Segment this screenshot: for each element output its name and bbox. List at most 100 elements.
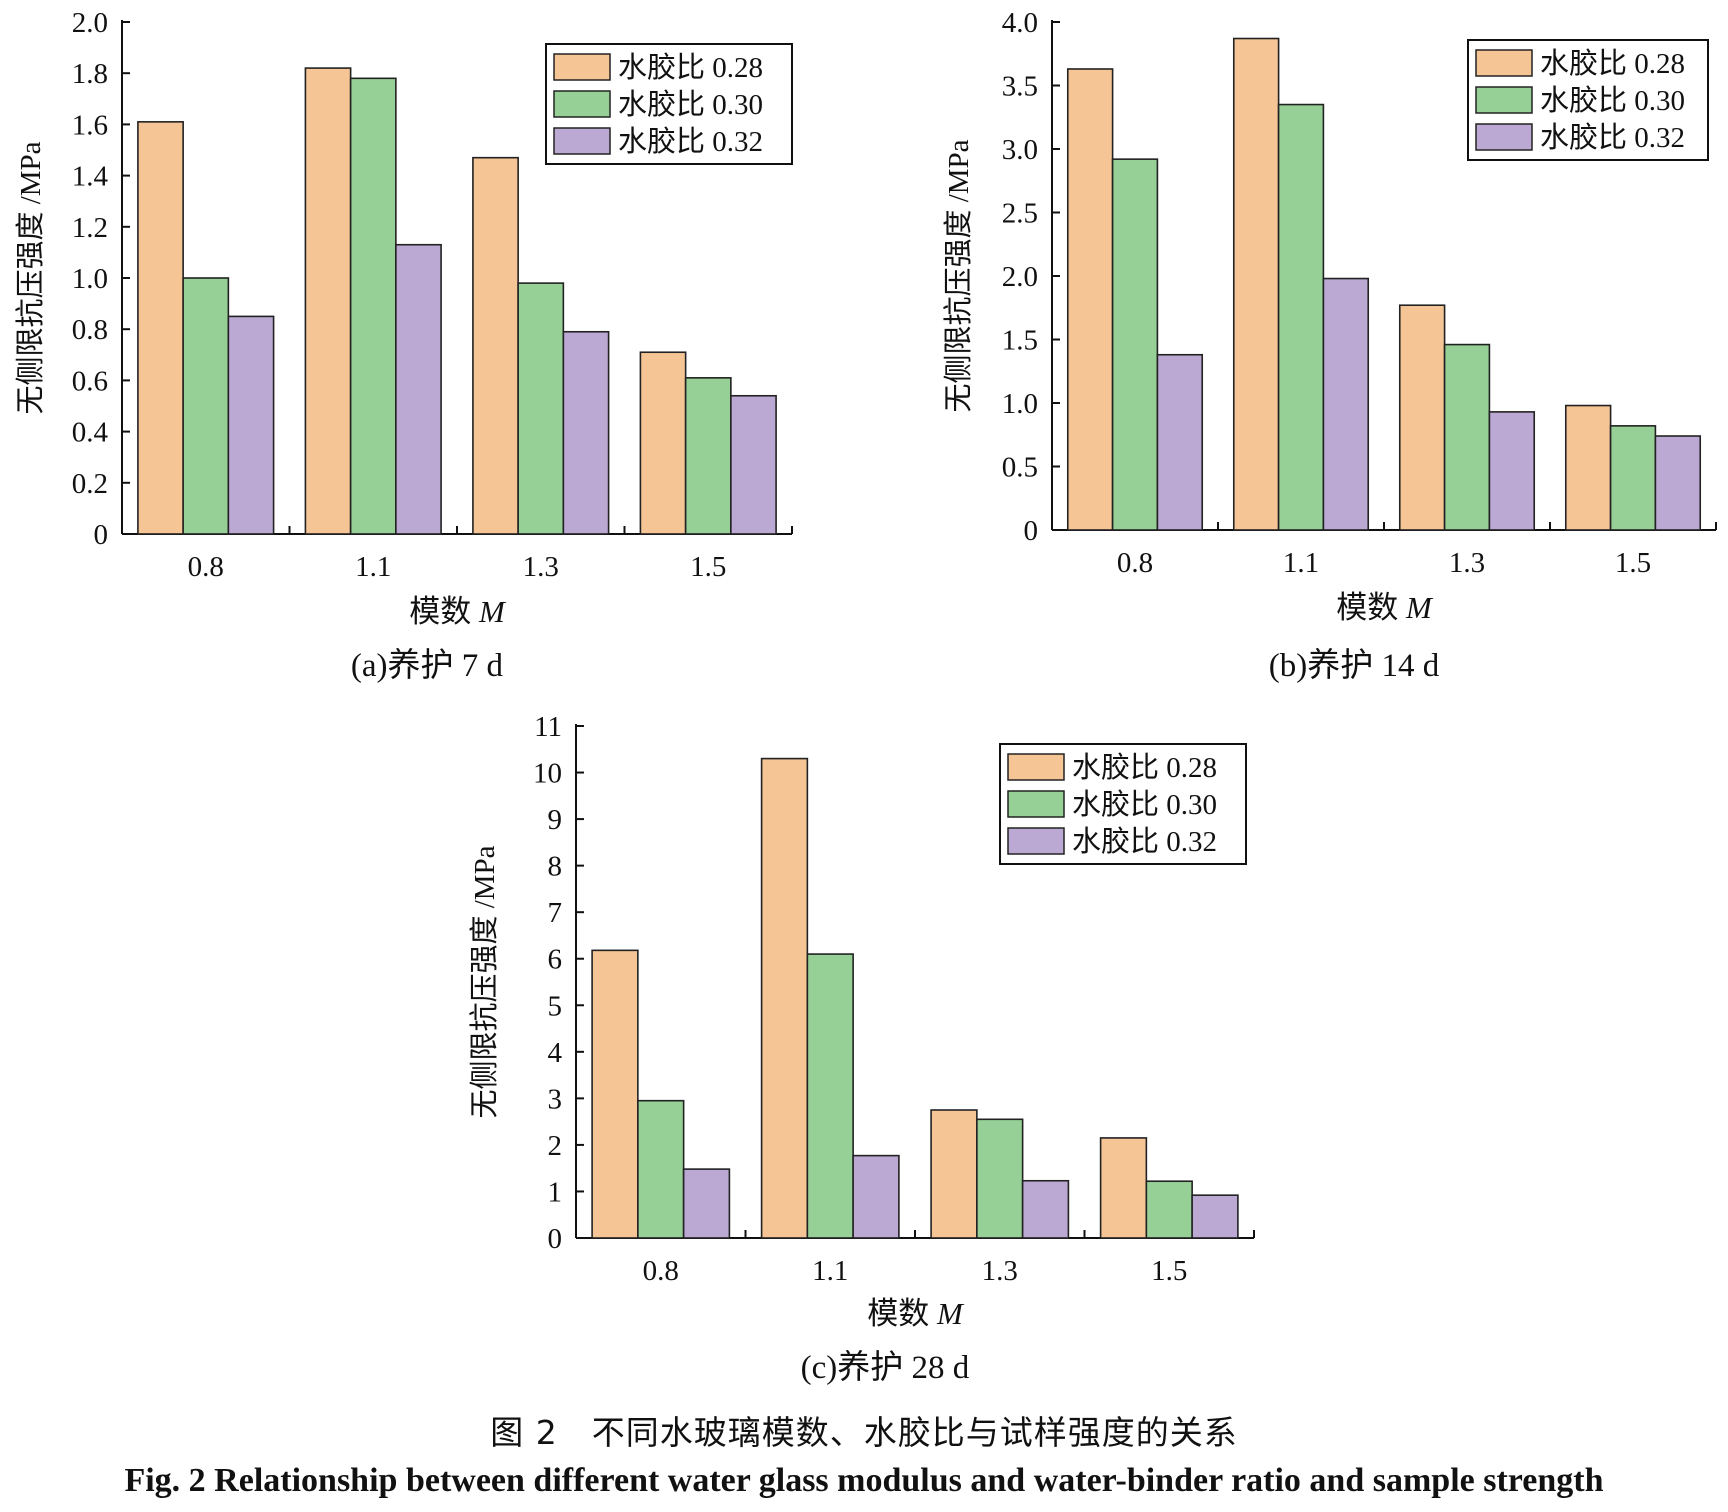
bar-1.3-2	[517, 282, 565, 535]
bar-1.5-1	[639, 351, 687, 535]
y-tick-label: 1.6	[72, 109, 108, 141]
x-tick-label: 1.5	[1151, 1255, 1187, 1287]
y-tick-label: 2.0	[72, 7, 108, 39]
chart-legend: 水胶比 0.28 水胶比 0.30 水胶比 0.32	[1467, 39, 1709, 161]
panel-subtitle: (c)养护 28 d	[801, 1349, 970, 1386]
x-tick-label: 1.3	[982, 1255, 1018, 1287]
y-tick-label: 5	[548, 990, 563, 1022]
y-tick-label: 2.0	[1002, 261, 1038, 293]
legend-swatch-2	[553, 90, 611, 118]
x-tick-label: 1.3	[523, 551, 559, 583]
y-tick-label: 9	[548, 804, 563, 836]
bar-1.1-2	[349, 77, 397, 535]
chart-panel-1: 0 0.2 0.4 0.6 0.8 1.0 1.2 1.4 1.6 1.8 2.0 0.8 1.1 1.3…	[14, 7, 793, 684]
y-tick-label: 8	[548, 851, 563, 883]
y-tick-label: 4	[548, 1037, 563, 1069]
legend-label-2: 水胶比 0.30	[1072, 788, 1217, 821]
bar-0.8-3	[1156, 353, 1204, 531]
legend-swatch-3	[1007, 827, 1065, 855]
y-tick-label: 1.5	[1002, 325, 1038, 357]
y-tick-label: 1.2	[72, 212, 108, 244]
bar-1.5-3	[730, 394, 777, 535]
bar-1.1-2	[1277, 103, 1325, 531]
panel-subtitle: (a)养护 7 d	[351, 647, 504, 684]
bar-1.3-1	[472, 156, 519, 535]
x-axis-title: 模数 M	[1336, 590, 1434, 625]
bar-1.3-1	[1398, 304, 1446, 531]
legend-label-3: 水胶比 0.32	[618, 125, 763, 158]
y-tick-label: 3.5	[1002, 71, 1038, 103]
chart-legend: 水胶比 0.28 水胶比 0.30 水胶比 0.32	[999, 743, 1247, 865]
bar-1.3-2	[976, 1118, 1024, 1239]
y-tick-label: 0	[94, 519, 109, 551]
x-tick-label: 1.3	[1449, 547, 1485, 579]
x-tick-label: 1.5	[1615, 547, 1651, 579]
x-axis-title: 模数 M	[867, 1296, 965, 1331]
bar-0.8-2	[182, 277, 230, 535]
bar-1.1-1	[304, 67, 352, 535]
chart-panel-3: 0 1 2 3 4 5 6 7 8 9 10 11 0.8 1.1 1.3 1.5 模数 M 无侧限抗压强度 /M…	[468, 711, 1255, 1386]
y-tick-label: 0.6	[72, 365, 108, 397]
y-tick-label: 10	[533, 758, 562, 790]
y-tick-label: 0	[548, 1223, 563, 1255]
bar-0.8-2	[637, 1099, 685, 1239]
y-tick-label: 0	[1024, 515, 1039, 547]
legend-label-2: 水胶比 0.30	[1540, 84, 1685, 117]
legend-label-1: 水胶比 0.28	[618, 51, 763, 84]
legend-label-1: 水胶比 0.28	[1072, 751, 1217, 784]
bar-0.8-3	[682, 1168, 731, 1239]
legend-swatch-1	[553, 53, 611, 81]
bar-0.8-1	[1066, 68, 1114, 531]
bar-1.5-3	[1654, 435, 1702, 531]
y-tick-label: 1.4	[72, 161, 109, 193]
bar-1.1-3	[852, 1154, 900, 1239]
y-axis-title: 无侧限抗压强度 /MPa	[468, 845, 501, 1118]
x-tick-label: 0.8	[1117, 547, 1153, 579]
y-tick-label: 0.8	[72, 314, 108, 346]
bar-0.8-1	[137, 121, 184, 535]
bar-1.3-1	[930, 1109, 978, 1239]
y-tick-label: 0.2	[72, 468, 108, 500]
legend-swatch-2	[1475, 86, 1533, 114]
bar-1.3-2	[1443, 343, 1491, 531]
bar-1.3-3	[562, 330, 610, 535]
legend-label-2: 水胶比 0.30	[618, 88, 763, 121]
legend-label-3: 水胶比 0.32	[1072, 825, 1217, 858]
y-tick-label: 3.0	[1002, 134, 1038, 166]
y-tick-label: 4.0	[1002, 7, 1038, 39]
legend-swatch-3	[1475, 123, 1533, 151]
bar-1.1-3	[395, 243, 442, 535]
bar-1.1-1	[1232, 37, 1280, 531]
bar-1.1-1	[760, 757, 809, 1239]
legend-swatch-2	[1007, 790, 1065, 818]
bar-1.5-3	[1191, 1194, 1239, 1239]
bar-0.8-3	[227, 315, 275, 535]
legend-swatch-1	[1007, 753, 1065, 781]
x-axis-title: 模数 M	[409, 594, 507, 629]
y-tick-label: 7	[548, 897, 563, 929]
bar-0.8-2	[1111, 158, 1159, 531]
legend-label-1: 水胶比 0.28	[1540, 47, 1685, 80]
y-tick-label: 11	[534, 711, 562, 743]
y-tick-label: 1	[548, 1176, 563, 1208]
y-tick-label: 1.0	[1002, 388, 1038, 420]
figure-caption-chinese: 图 2 不同水玻璃模数、水胶比与试样强度的关系	[490, 1413, 1238, 1452]
bar-1.5-2	[684, 377, 732, 535]
legend-swatch-1	[1475, 49, 1533, 77]
bar-1.5-2	[1145, 1180, 1193, 1239]
chart-legend: 水胶比 0.28 水胶比 0.30 水胶比 0.32	[545, 43, 793, 165]
x-tick-label: 0.8	[643, 1255, 679, 1287]
legend-swatch-3	[553, 127, 611, 155]
figure-caption-english: Fig. 2 Relationship between different wa…	[124, 1462, 1604, 1499]
legend-label-3: 水胶比 0.32	[1540, 121, 1685, 154]
bar-1.5-2	[1609, 425, 1657, 531]
y-tick-label: 0.4	[72, 417, 109, 449]
y-tick-label: 3	[548, 1083, 563, 1115]
bar-0.8-1	[591, 949, 639, 1239]
x-tick-label: 1.1	[1283, 547, 1319, 579]
bar-1.5-1	[1564, 404, 1612, 531]
chart-panel-2: 0 0.5 1.0 1.5 2.0 2.5 3.0 3.5 4.0 0.8 1.1 1.3 1.5 模数 …	[942, 7, 1717, 684]
y-tick-label: 1.8	[72, 58, 108, 90]
y-tick-label: 0.5	[1002, 452, 1038, 484]
